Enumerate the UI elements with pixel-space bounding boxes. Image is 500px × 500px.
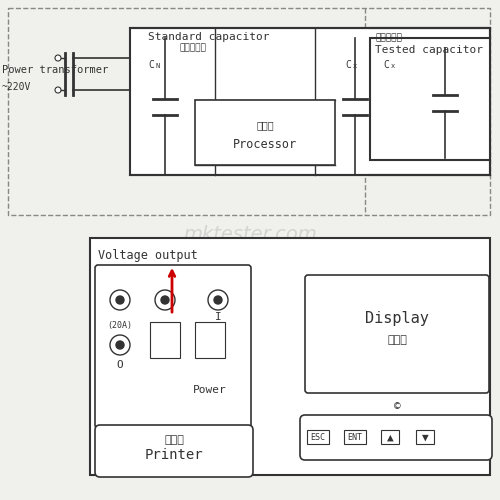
Text: x: x <box>391 63 395 69</box>
Circle shape <box>110 290 130 310</box>
Circle shape <box>116 341 124 349</box>
Circle shape <box>214 296 222 304</box>
FancyBboxPatch shape <box>300 415 492 460</box>
Text: O: O <box>116 360 123 370</box>
Text: ENT: ENT <box>348 434 362 442</box>
FancyBboxPatch shape <box>195 100 335 165</box>
Circle shape <box>55 55 61 61</box>
Circle shape <box>110 335 130 355</box>
FancyBboxPatch shape <box>307 430 329 444</box>
Text: Standard capacitor: Standard capacitor <box>148 32 270 42</box>
Text: ESC: ESC <box>310 434 326 442</box>
Text: I: I <box>214 312 222 322</box>
Text: Power: Power <box>193 385 227 395</box>
Circle shape <box>208 290 228 310</box>
FancyBboxPatch shape <box>150 322 180 358</box>
Text: C: C <box>345 60 351 70</box>
Text: C: C <box>383 60 389 70</box>
Text: Processor: Processor <box>233 138 297 151</box>
Text: ▲: ▲ <box>386 433 394 443</box>
Text: (20A): (20A) <box>108 321 132 330</box>
Text: ▼: ▼ <box>422 433 428 443</box>
Text: 标准电容器: 标准电容器 <box>180 43 207 52</box>
Circle shape <box>155 290 175 310</box>
Text: Printer: Printer <box>144 448 204 462</box>
Text: Voltage output: Voltage output <box>98 249 198 262</box>
FancyBboxPatch shape <box>195 322 225 358</box>
Circle shape <box>161 296 169 304</box>
Circle shape <box>116 296 124 304</box>
FancyBboxPatch shape <box>8 8 490 215</box>
FancyBboxPatch shape <box>344 430 366 444</box>
Text: POWER: POWER <box>200 340 220 345</box>
Text: 处理器: 处理器 <box>256 120 274 130</box>
FancyBboxPatch shape <box>130 28 490 175</box>
Text: Tested capacitor: Tested capacitor <box>375 45 483 55</box>
Text: ~220V: ~220V <box>2 82 32 92</box>
FancyBboxPatch shape <box>90 238 490 475</box>
Circle shape <box>55 87 61 93</box>
FancyBboxPatch shape <box>95 265 251 428</box>
Text: 被试电容器: 被试电容器 <box>375 33 402 42</box>
Text: AC: AC <box>160 338 170 347</box>
Text: Power transformer: Power transformer <box>2 65 108 75</box>
FancyBboxPatch shape <box>381 430 399 444</box>
Text: mktester.com: mktester.com <box>183 226 317 244</box>
FancyBboxPatch shape <box>416 430 434 444</box>
FancyBboxPatch shape <box>370 38 490 160</box>
Text: ©: © <box>394 401 400 411</box>
Text: 打印机: 打印机 <box>164 435 184 445</box>
Text: Display: Display <box>365 310 429 326</box>
FancyBboxPatch shape <box>305 275 489 393</box>
FancyBboxPatch shape <box>95 425 253 477</box>
Text: N: N <box>156 63 160 69</box>
Text: 显示屏: 显示屏 <box>387 335 407 345</box>
Text: x: x <box>353 63 357 69</box>
Text: C: C <box>148 60 154 70</box>
